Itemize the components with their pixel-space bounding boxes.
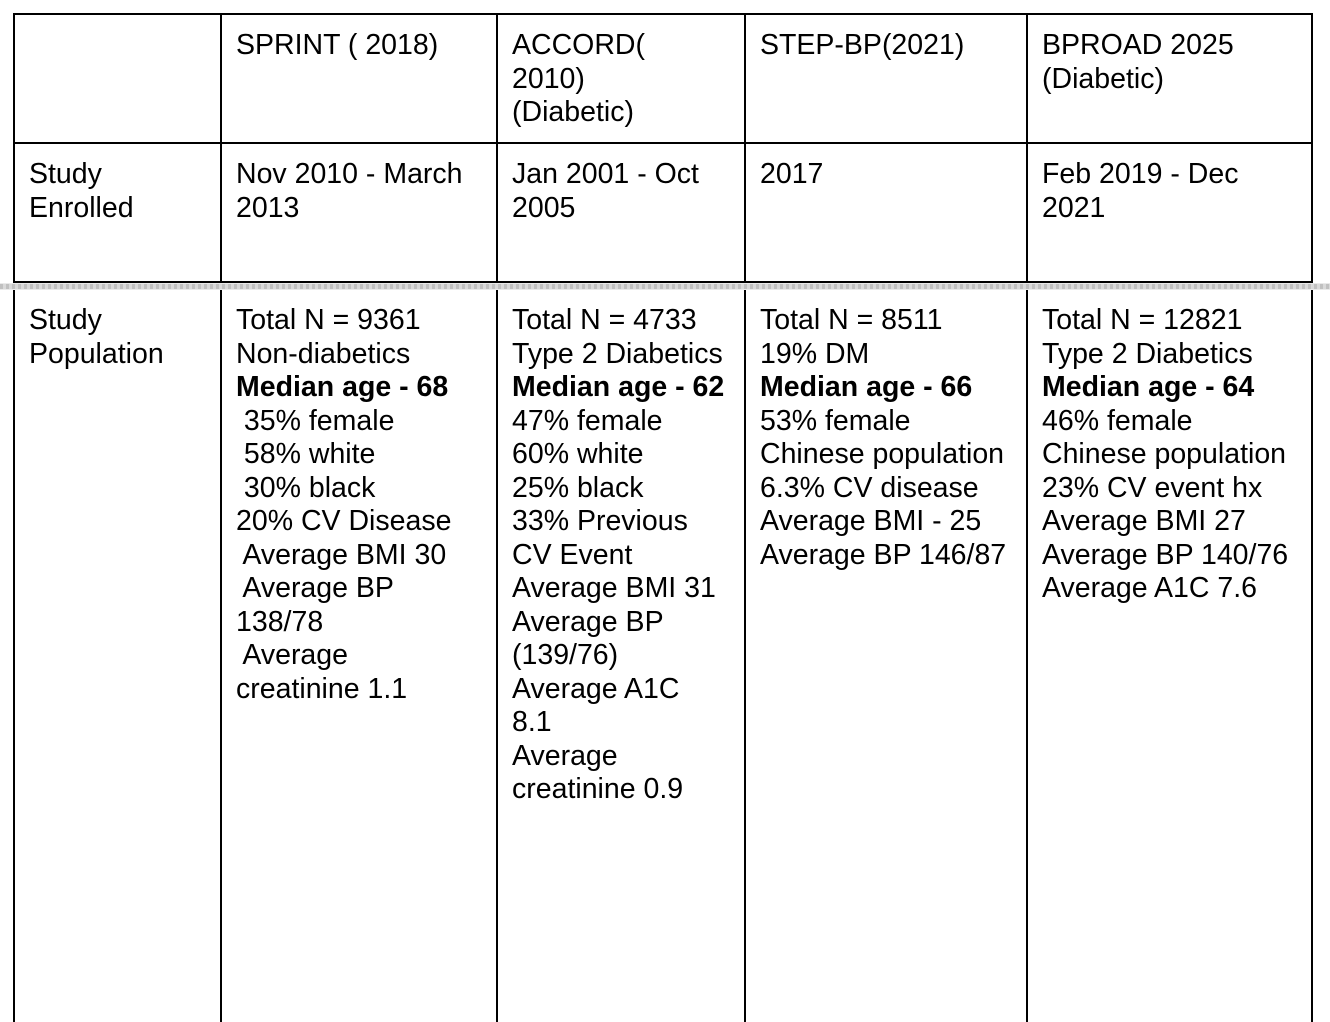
- text-line: 20% CV Disease: [236, 505, 452, 537]
- text-line: SPRINT ( 2018): [236, 29, 439, 61]
- text-line: Enrolled: [29, 191, 134, 224]
- text-line: Study: [29, 304, 102, 336]
- cell-population-sprint[interactable]: Total N = 9361 Non-diabetics Median age - …: [222, 290, 498, 1022]
- text-line: Total N = 4733: [512, 304, 697, 336]
- text-line: 60% white: [512, 438, 644, 470]
- text-line: 47% female: [512, 404, 663, 437]
- text-line: Average BP: [236, 572, 394, 604]
- text-line: 35% female: [236, 404, 395, 437]
- cell-enrolled-sprint[interactable]: Nov 2010 - March 2013: [222, 144, 498, 283]
- cell-enrolled-step-bp[interactable]: 2017: [746, 144, 1028, 283]
- text-line: Average: [236, 639, 348, 671]
- text-line: 33% Previous: [512, 505, 688, 537]
- header-cell-sprint[interactable]: SPRINT ( 2018): [222, 15, 498, 144]
- text-line: 2013: [236, 191, 300, 224]
- text-line: (Diabetic): [512, 96, 634, 128]
- text-line: 23% CV event hx: [1042, 471, 1263, 504]
- text-line: 46% female: [1042, 404, 1193, 437]
- text-line: Average A1C: [512, 672, 680, 705]
- text-line: Non-diabetics: [236, 337, 411, 370]
- text-line: (Diabetic): [1042, 62, 1164, 95]
- text-line: 25% black: [512, 471, 644, 504]
- text-line: 6.3% CV disease: [760, 471, 979, 504]
- text-line: Chinese population: [1042, 438, 1287, 470]
- row-label-study-population[interactable]: Study Population: [15, 290, 222, 1022]
- text-line: Total N = 9361: [236, 304, 421, 336]
- header-cell-step-bp[interactable]: STEP-BP(2021): [746, 15, 1028, 144]
- comparison-table-top: SPRINT ( 2018) ACCORD(2010) (Diabetic) ST…: [13, 13, 1313, 283]
- text-line: Median age - 66: [760, 371, 973, 403]
- text-line: BPROAD 2025: [1042, 29, 1234, 61]
- text-line: Average BP 146/87: [760, 538, 1007, 571]
- cell-enrolled-bproad[interactable]: Feb 2019 - Dec 2021: [1028, 144, 1313, 283]
- cell-population-bproad[interactable]: Total N = 12821 Type 2 Diabetics Median ag…: [1028, 290, 1313, 1022]
- cell-population-accord[interactable]: Total N = 4733 Type 2 Diabetics Median age…: [498, 290, 746, 1022]
- cell-population-step-bp[interactable]: Total N = 8511 19% DM Median age - 66 53% f…: [746, 290, 1028, 1022]
- text-line: Average BMI 27: [1042, 505, 1246, 537]
- text-line: Total N = 12821: [1042, 304, 1243, 336]
- text-line: creatinine 0.9: [512, 773, 684, 805]
- text-line: Median age - 62: [512, 371, 725, 403]
- header-cell-blank[interactable]: [15, 15, 222, 144]
- page-break-indicator: [0, 283, 1330, 290]
- text-line: Jan 2001 - Oct: [512, 158, 699, 190]
- text-line: (139/76): [512, 639, 619, 671]
- text-line: Average A1C 7.6: [1042, 572, 1257, 604]
- text-line: 2021: [1042, 191, 1106, 224]
- text-line: 2005: [512, 191, 576, 224]
- text-line: Type 2 Diabetics: [512, 337, 723, 370]
- text-line: Average: [512, 739, 618, 772]
- text-line: Population: [29, 337, 164, 370]
- row-label-study-enrolled[interactable]: Study Enrolled: [15, 144, 222, 283]
- text-line: 8.1: [512, 706, 552, 738]
- text-line: Nov 2010 - March: [236, 158, 463, 190]
- text-line: 30% black: [236, 471, 376, 504]
- text-line: Average BMI 30: [236, 538, 447, 571]
- text-line: STEP-BP(2021): [760, 29, 965, 61]
- text-line: 2017: [760, 158, 824, 190]
- text-line: ACCORD(: [512, 29, 645, 61]
- text-line: 53% female: [760, 404, 911, 437]
- comparison-table-bottom: Study Population Total N = 9361 Non-diabet…: [13, 290, 1313, 1022]
- text-line: 2010): [512, 62, 585, 95]
- header-cell-accord[interactable]: ACCORD(2010) (Diabetic): [498, 15, 746, 144]
- text-line: CV Event: [512, 538, 633, 571]
- text-line: Chinese population: [760, 438, 1005, 470]
- header-cell-bproad[interactable]: BPROAD 2025 (Diabetic): [1028, 15, 1313, 144]
- text-line: creatinine 1.1: [236, 672, 408, 705]
- text-line: Average BP 140/76: [1042, 538, 1289, 571]
- text-line: Type 2 Diabetics: [1042, 337, 1253, 370]
- text-line: Average BMI - 25: [760, 505, 982, 537]
- cell-enrolled-accord[interactable]: Jan 2001 - Oct 2005: [498, 144, 746, 283]
- text-line: Total N = 8511: [760, 304, 943, 336]
- text-line: Median age - 68: [236, 371, 449, 403]
- text-line: 58% white: [236, 438, 376, 470]
- text-line: Feb 2019 - Dec: [1042, 158, 1239, 190]
- text-line: Average BP: [512, 605, 664, 638]
- text-line: 19% DM: [760, 337, 870, 370]
- text-line: Study: [29, 158, 102, 190]
- text-line: Median age - 64: [1042, 371, 1255, 403]
- text-line: 138/78: [236, 605, 324, 638]
- text-line: Average BMI 31: [512, 572, 716, 604]
